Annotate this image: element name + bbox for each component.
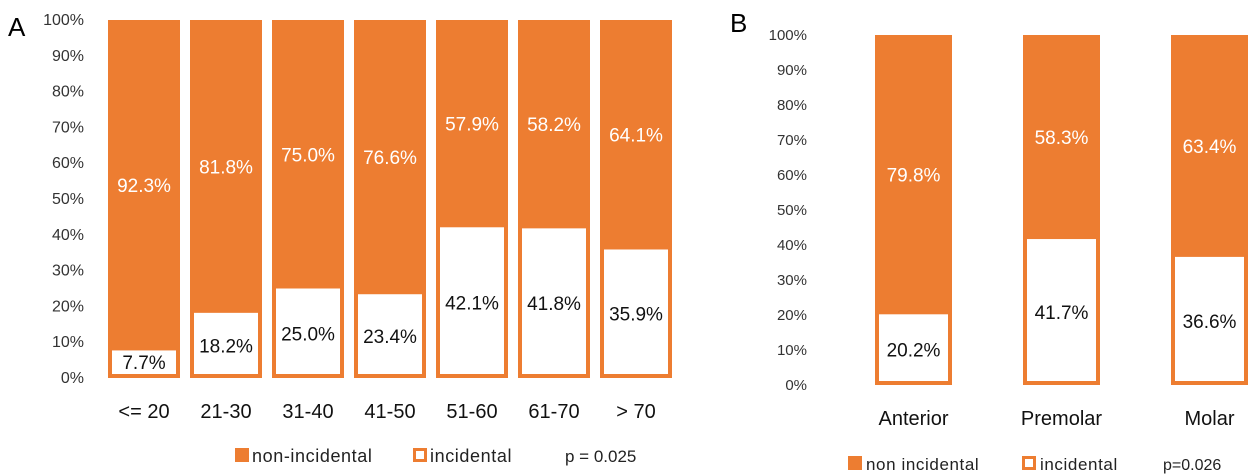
panel-a-y-tick: 80% (52, 84, 84, 101)
panel-a-y-tick: 40% (52, 227, 84, 244)
panel-a-label-non-incidental: 58.2% (527, 115, 581, 136)
panel-b-y-tick: 20% (777, 307, 807, 324)
panel-b-y-tick: 50% (777, 202, 807, 219)
panel-a-label-non-incidental: 76.6% (363, 148, 417, 169)
panel-a-label-non-incidental: 81.8% (199, 157, 253, 178)
panel-a-bar-incidental (522, 228, 586, 374)
panel-a-x-tick: 21-30 (200, 401, 251, 423)
panel-b-y-tick: 0% (785, 377, 807, 394)
panel-b-label: B (730, 8, 747, 38)
panel-a-label-incidental: 35.9% (609, 305, 663, 326)
panel-a-legend-swatch-incidental (413, 448, 427, 462)
panel-a-bar-incidental (194, 312, 258, 374)
panel-a-bar-incidental (440, 227, 504, 374)
panel-a-x-tick: <= 20 (118, 401, 169, 423)
panel-b-y-tick: 30% (777, 272, 807, 289)
panel-a-label: A (8, 12, 26, 42)
panel-a-bar-incidental (112, 350, 176, 374)
panel-a-x-tick: 31-40 (282, 401, 333, 423)
panel-b-x-tick: Molar (1184, 408, 1234, 430)
panel-a-legend-swatch-non-incidental (235, 448, 249, 462)
panel-a-label-non-incidental: 92.3% (117, 176, 171, 197)
panel-a-y-tick: 30% (52, 263, 84, 280)
panel-b-y-tick: 70% (777, 132, 807, 149)
panel-b-label-incidental: 20.2% (887, 341, 941, 362)
panel-b-bar-incidental (1175, 256, 1244, 381)
panel-b-x-tick: Premolar (1021, 408, 1102, 430)
panel-a-y-tick: 60% (52, 155, 84, 172)
panel-a-bar-incidental (276, 288, 340, 374)
panel-a-label-non-incidental: 57.9% (445, 115, 499, 136)
panel-a-bar-incidental (604, 249, 668, 374)
panel-a-y-tick: 70% (52, 119, 84, 136)
panel-b-legend-label: incidental (1040, 455, 1118, 474)
panel-a-y-tick: 0% (61, 370, 84, 387)
panel-b-y-tick: 90% (777, 62, 807, 79)
panel-a-label-incidental: 18.2% (199, 336, 253, 357)
panel-a-legend-label: incidental (430, 446, 512, 466)
panel-a-x-tick: 51-60 (446, 401, 497, 423)
panel-b-label-non-incidental: 58.3% (1035, 128, 1089, 149)
panel-a-bar-non-incidental (108, 20, 180, 378)
panel-b-y-tick: 80% (777, 97, 807, 114)
panel-b-label-incidental: 36.6% (1183, 312, 1237, 333)
panel-a-label-incidental: 25.0% (281, 324, 335, 345)
panel-a-y-tick: 20% (52, 298, 84, 315)
panel-a-y-tick: 100% (43, 12, 84, 29)
panel-b-p-value: p=0.026 (1163, 457, 1221, 474)
panel-a-y-tick: 10% (52, 334, 84, 351)
panel-b-label-non-incidental: 63.4% (1183, 137, 1237, 158)
panel-a-legend-label: non-incidental (252, 446, 372, 466)
panel-a-x-tick: 61-70 (528, 401, 579, 423)
panel-a-label-non-incidental: 64.1% (609, 126, 663, 147)
panel-a-label-incidental: 41.8% (527, 294, 581, 315)
panel-b-bar-incidental (879, 314, 948, 381)
panel-b-bar-incidental (1027, 239, 1096, 381)
panel-a-x-tick: 41-50 (364, 401, 415, 423)
panel-b-label-incidental: 41.7% (1035, 303, 1089, 324)
panel-a-label-incidental: 23.4% (363, 327, 417, 348)
panel-a-y-tick: 90% (52, 48, 84, 65)
panel-a-x-tick: > 70 (616, 401, 655, 423)
panel-a-y-tick: 50% (52, 191, 84, 208)
panel-b-y-tick: 60% (777, 167, 807, 184)
panel-b-legend-swatch-incidental (1022, 456, 1036, 470)
panel-a-label-non-incidental: 75.0% (281, 145, 335, 166)
panel-b-y-tick: 100% (769, 27, 807, 44)
panel-b-y-tick: 10% (777, 342, 807, 359)
panel-b-legend-swatch-non-incidental (848, 456, 862, 470)
panel-a-label-incidental: 42.1% (445, 294, 499, 315)
panel-b-label-non-incidental: 79.8% (887, 166, 941, 187)
panel-a-bar-incidental (358, 294, 422, 374)
panel-b-x-tick: Anterior (878, 408, 948, 430)
panel-a-p-value: p = 0.025 (565, 447, 636, 466)
panel-b-legend-label: non incidental (866, 455, 979, 474)
panel-a-label-incidental: 7.7% (122, 353, 165, 374)
panel-b-y-tick: 40% (777, 237, 807, 254)
